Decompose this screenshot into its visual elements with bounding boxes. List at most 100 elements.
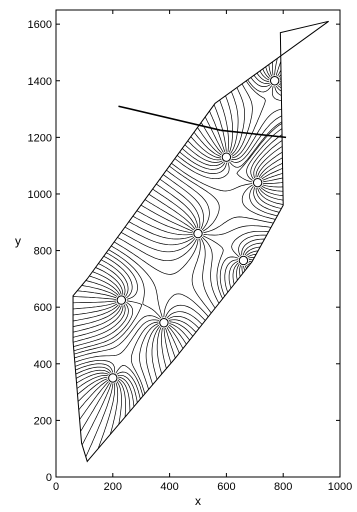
streamline	[174, 157, 230, 180]
streamline	[278, 83, 283, 86]
streamline	[262, 184, 285, 188]
y-tick-label: 1400	[28, 76, 52, 88]
streamline	[178, 151, 226, 170]
streamline	[166, 327, 180, 354]
streamline	[109, 382, 119, 436]
source-marker	[269, 76, 280, 86]
streamline	[274, 57, 278, 76]
x-tick-label: 0	[53, 481, 59, 493]
streamline	[110, 245, 163, 318]
streamline	[255, 187, 282, 209]
streamline	[116, 381, 122, 425]
streamline	[228, 260, 239, 289]
streamline	[73, 301, 134, 352]
streamline	[274, 86, 282, 96]
streamline	[88, 275, 121, 295]
streamline	[257, 188, 284, 205]
streamline	[97, 262, 126, 296]
streamline	[168, 319, 197, 333]
streamline	[78, 379, 108, 411]
streamline	[116, 236, 197, 262]
streamline	[74, 359, 115, 373]
streamline	[135, 209, 193, 234]
streamline	[261, 185, 284, 192]
streamline	[250, 133, 284, 180]
streamline	[244, 246, 262, 256]
source-marker	[193, 228, 203, 239]
internal-wall-group	[118, 105, 287, 139]
streamline	[124, 226, 195, 246]
streamline	[202, 235, 224, 300]
streamline	[105, 251, 138, 300]
streamline	[163, 293, 209, 318]
x-tick-label: 1000	[328, 481, 352, 493]
streamline	[200, 238, 216, 309]
streamline	[258, 157, 283, 178]
y-axis-ticks: 0 200 400 600 800 1000 1200 1400 1600	[28, 19, 340, 484]
streamline	[272, 61, 274, 76]
y-tick-label: 1000	[28, 189, 52, 201]
streamline	[246, 250, 259, 257]
streamline	[193, 131, 222, 157]
streamline	[156, 327, 163, 375]
streamline	[155, 183, 199, 229]
streamline	[84, 279, 119, 296]
x-tick-label: 800	[274, 481, 292, 493]
y-tick-label: 400	[34, 359, 52, 371]
streamline	[203, 216, 274, 234]
y-tick-label: 200	[34, 415, 52, 427]
source-markers	[108, 76, 280, 383]
streamline	[219, 256, 239, 297]
streamline	[208, 110, 226, 153]
y-tick-label: 1600	[28, 19, 52, 31]
streamline	[163, 328, 172, 364]
streamline	[165, 169, 210, 231]
streamline	[250, 77, 271, 87]
streamline	[261, 167, 284, 180]
streamline	[204, 116, 224, 153]
streamline	[73, 300, 143, 355]
streamline	[73, 305, 122, 333]
streamline	[144, 199, 195, 231]
source-marker	[252, 177, 263, 188]
streamline	[162, 174, 204, 230]
streamline	[73, 300, 116, 304]
streamline	[230, 115, 283, 163]
streamline	[230, 90, 239, 154]
streamline	[218, 98, 229, 152]
streamline	[232, 262, 239, 286]
streamline	[73, 305, 121, 328]
streamline	[85, 383, 114, 458]
streamline	[117, 374, 138, 404]
streamline	[117, 379, 126, 418]
streamline	[258, 187, 285, 201]
streamline	[253, 187, 280, 213]
streamline	[130, 321, 159, 395]
streamline	[73, 305, 124, 338]
streamline	[80, 284, 118, 297]
streamline	[79, 381, 109, 420]
streamline	[241, 238, 266, 256]
streamline	[239, 265, 241, 278]
streamline	[79, 382, 111, 433]
streamline	[231, 80, 266, 159]
streamline	[140, 204, 194, 232]
streamline	[181, 147, 224, 167]
source-marker	[108, 373, 118, 383]
streamline	[73, 319, 159, 363]
y-tick-label: 600	[34, 302, 52, 314]
source-marker	[221, 152, 232, 162]
source-marker	[116, 295, 127, 305]
streamline	[120, 231, 196, 253]
streamline	[73, 302, 117, 310]
streamline	[115, 365, 144, 398]
streamline	[236, 263, 240, 281]
streamline	[73, 303, 129, 348]
streamline	[262, 172, 284, 181]
streamline	[116, 371, 141, 401]
x-axis-label: x	[195, 494, 201, 508]
streamline	[170, 162, 253, 192]
x-tick-label: 600	[217, 481, 235, 493]
streamline	[77, 378, 108, 403]
